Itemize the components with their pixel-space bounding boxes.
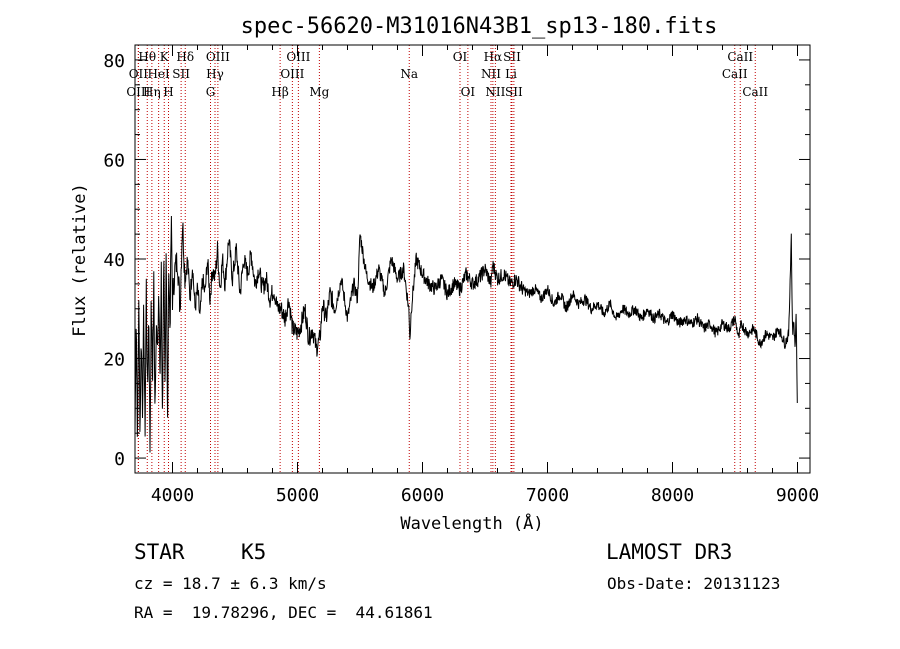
axis-ticks: 4000 5000 6000 7000 8000 9000 0 20 40 60 80 bbox=[103, 45, 819, 506]
line-label: CaII bbox=[722, 67, 748, 81]
line-label: OI bbox=[461, 85, 476, 99]
line-label: NII bbox=[481, 67, 501, 81]
line-label: SII bbox=[505, 85, 523, 99]
chart-title: spec-56620-M31016N43B1_sp13-180.fits bbox=[241, 14, 718, 39]
line-label: K bbox=[160, 50, 170, 64]
x-tick-label: 8000 bbox=[651, 485, 694, 506]
line-label: Hη bbox=[143, 85, 161, 99]
line-label: Hγ bbox=[206, 67, 224, 81]
line-label: OI bbox=[453, 50, 468, 64]
x-tick-label: 5000 bbox=[276, 485, 319, 506]
line-label: OIII bbox=[206, 50, 230, 64]
line-label: OII bbox=[129, 67, 149, 81]
line-label: Hθ bbox=[138, 50, 156, 64]
redshift-value: cz = 18.7 ± 6.3 km/s bbox=[134, 574, 327, 593]
object-class: STAR bbox=[134, 540, 185, 564]
line-label: SII bbox=[172, 67, 190, 81]
coordinates: RA = 19.78296, DEC = 44.61861 bbox=[134, 603, 433, 622]
line-label: H bbox=[163, 85, 173, 99]
y-tick-label: 20 bbox=[103, 350, 125, 371]
line-label: Hα bbox=[484, 50, 503, 64]
survey-name: LAMOST DR3 bbox=[606, 540, 733, 564]
emission-lines: Hθ OII OIII K HeI Hη Hδ SII H OIII Hγ G OIII OIII Hβ Mg… bbox=[126, 45, 768, 473]
y-tick-label: 80 bbox=[103, 51, 125, 72]
x-tick-label: 4000 bbox=[151, 485, 194, 506]
y-tick-label: 40 bbox=[103, 250, 125, 271]
x-tick-label: 7000 bbox=[526, 485, 569, 506]
observation-date: Obs-Date: 20131123 bbox=[607, 574, 781, 593]
y-tick-label: 60 bbox=[103, 150, 125, 171]
x-tick-label: 6000 bbox=[401, 485, 444, 506]
line-label: SII bbox=[503, 50, 521, 64]
spectrum-chart: spec-56620-M31016N43B1_sp13-180.fits Hθ O… bbox=[70, 14, 819, 534]
line-label: G bbox=[206, 85, 216, 99]
line-label: CaII bbox=[727, 50, 753, 64]
line-label: Hδ bbox=[176, 50, 194, 64]
line-label: Mg bbox=[309, 85, 329, 99]
line-label: HeI bbox=[147, 67, 170, 81]
line-label: NII bbox=[485, 85, 505, 99]
x-axis-label: Wavelength (Å) bbox=[400, 512, 543, 534]
spectrum-line bbox=[134, 215, 798, 453]
x-tick-label: 9000 bbox=[776, 485, 819, 506]
line-label: Hβ bbox=[271, 85, 288, 99]
y-axis-label: Flux (relative) bbox=[70, 183, 90, 337]
line-label: Li bbox=[505, 67, 517, 81]
spectral-subclass: K5 bbox=[241, 540, 267, 564]
line-label: CaII bbox=[742, 85, 768, 99]
line-label: OIII bbox=[286, 50, 310, 64]
line-label: OIII bbox=[280, 67, 304, 81]
plot-frame bbox=[134, 44, 811, 474]
y-tick-label: 0 bbox=[114, 449, 125, 470]
line-label: OIII bbox=[126, 85, 150, 99]
line-label: Na bbox=[400, 67, 418, 81]
